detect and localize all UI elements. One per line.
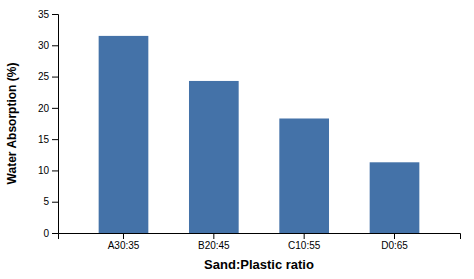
y-tick-mark [52, 202, 58, 203]
bar [189, 81, 239, 233]
y-axis-title: Water Absorption (%) [5, 63, 19, 185]
x-tick-mark [394, 233, 395, 239]
x-tick-label: D0:65 [381, 240, 408, 251]
y-tick-mark [52, 77, 58, 78]
y-tick-mark [52, 170, 58, 171]
y-tick: 25 [38, 71, 58, 82]
y-axis: 0 5 10 15 20 25 30 35 [38, 9, 59, 239]
chart: A30:35 B20:45 C10:55 D0:65 0 5 10 15 20 25 30 35 San… [0, 0, 474, 279]
y-tick-mark [52, 14, 58, 15]
y-tick: 30 [38, 40, 58, 51]
y-tick-label: 20 [38, 103, 50, 114]
bar [370, 162, 420, 233]
bars [99, 36, 420, 233]
x-tick: C10:55 [288, 233, 321, 251]
y-tick: 10 [38, 165, 58, 176]
plot: A30:35 B20:45 C10:55 D0:65 0 5 10 15 20 25 30 35 [38, 9, 461, 251]
x-tick: D0:65 [381, 233, 408, 251]
bar [279, 118, 329, 233]
x-axis-title: Sand:Plastic ratio [204, 257, 314, 272]
y-tick: 35 [38, 9, 58, 20]
y-tick: 15 [38, 134, 58, 145]
y-tick-label: 10 [38, 165, 50, 176]
y-tick-mark [52, 108, 58, 109]
x-tick-label: A30:35 [108, 240, 140, 251]
y-tick-label: 15 [38, 134, 50, 145]
y-tick: 0 [43, 228, 58, 239]
y-tick-mark [52, 45, 58, 46]
y-axis-line [52, 15, 59, 234]
x-axis: A30:35 B20:45 C10:55 D0:65 [59, 233, 461, 251]
x-tick-mark [123, 233, 124, 239]
y-tick-label: 0 [43, 228, 49, 239]
x-tick-label: C10:55 [288, 240, 321, 251]
x-tick: A30:35 [108, 233, 140, 251]
x-tick: B20:45 [198, 233, 230, 251]
y-tick-mark [52, 139, 58, 140]
y-tick: 5 [43, 196, 58, 207]
x-axis-line [59, 234, 461, 240]
x-tick-label: B20:45 [198, 240, 230, 251]
x-tick-mark [213, 233, 214, 239]
y-tick: 20 [38, 103, 58, 114]
y-tick-label: 5 [43, 196, 49, 207]
y-tick-label: 30 [38, 40, 50, 51]
bar [99, 36, 149, 233]
x-tick-mark [304, 233, 305, 239]
y-tick-label: 25 [38, 71, 50, 82]
y-tick-mark [52, 233, 58, 234]
y-tick-label: 35 [38, 9, 50, 20]
